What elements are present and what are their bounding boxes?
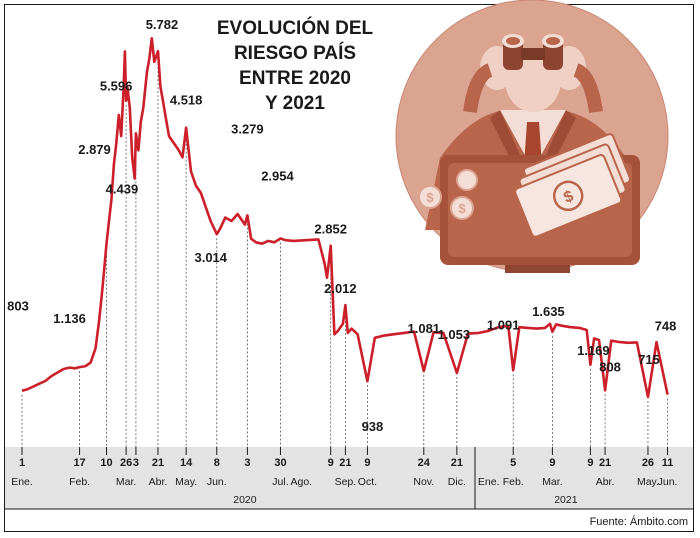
tick-day-label: 9 bbox=[328, 457, 334, 469]
value-label: 2.954 bbox=[261, 168, 294, 183]
value-label: 803 bbox=[7, 299, 29, 314]
tick-month-label: Feb. bbox=[69, 476, 90, 488]
tick-day-label: 21 bbox=[451, 457, 463, 469]
value-label: 1.091 bbox=[487, 317, 520, 332]
value-label: 938 bbox=[362, 419, 384, 434]
tick-month-label: Ago. bbox=[290, 476, 312, 488]
annotation-labels: 803 1.136 2.879 5.596 4.439 5.782 4.518 3.014 3.… bbox=[7, 17, 676, 434]
value-label: 5.782 bbox=[146, 17, 179, 32]
tick-day-label: 21 bbox=[599, 457, 611, 469]
value-label: 3.014 bbox=[194, 250, 227, 265]
tick-month-label: Dic. bbox=[448, 476, 466, 488]
series-line bbox=[21, 36, 669, 399]
tick-day-label: 17 bbox=[73, 457, 85, 469]
value-label: 748 bbox=[655, 319, 677, 334]
value-label: 2.852 bbox=[314, 222, 347, 237]
tick-month-label: Mar. bbox=[542, 476, 562, 488]
title-line-2: RIESGO PAÍS bbox=[234, 42, 356, 64]
tick-month-label: Sep. bbox=[335, 476, 357, 488]
value-label: 3.279 bbox=[231, 121, 264, 136]
tick-day-label: 9 bbox=[364, 457, 370, 469]
value-label: 2.879 bbox=[78, 142, 111, 157]
tick-day-label: 21 bbox=[152, 457, 164, 469]
value-label: 1.136 bbox=[53, 311, 86, 326]
value-label: 5.596 bbox=[100, 79, 133, 94]
tick-month-label: Jun. bbox=[207, 476, 227, 488]
tick-day-label: 9 bbox=[587, 457, 593, 469]
tick-day-label: 26 bbox=[120, 457, 132, 469]
tick-month-label: Ene. bbox=[478, 476, 500, 488]
tick-month-label: Nov. bbox=[413, 476, 434, 488]
tick-day-label: 26 bbox=[642, 457, 654, 469]
value-label: 808 bbox=[599, 359, 621, 374]
value-label: 1.081 bbox=[408, 321, 441, 336]
investor-illustration: $ $ $ bbox=[395, 0, 669, 273]
tick-month-label: Feb. bbox=[503, 476, 524, 488]
tick-day-label: 11 bbox=[662, 457, 674, 469]
value-label: 2.012 bbox=[324, 281, 357, 296]
tick-month-label: Ene. bbox=[11, 476, 33, 488]
year-label: 2020 bbox=[233, 494, 257, 506]
value-label: 715 bbox=[638, 352, 660, 367]
annotation-guides bbox=[21, 55, 668, 447]
tick-month-label: Jul. bbox=[272, 476, 288, 488]
value-label: 4.518 bbox=[170, 93, 203, 108]
tick-day-label: 21 bbox=[339, 457, 351, 469]
year-labels: 2020 2021 bbox=[233, 494, 577, 506]
tick-day-label: 3 bbox=[133, 457, 139, 469]
title-line-1: EVOLUCIÓN DEL bbox=[217, 17, 374, 39]
tick-month-label: Oct. bbox=[358, 476, 377, 488]
tick-month-label: Mar. bbox=[116, 476, 136, 488]
tick-day-label: 10 bbox=[100, 457, 112, 469]
value-label: 4.439 bbox=[106, 181, 139, 196]
value-label: 1.169 bbox=[577, 343, 610, 358]
tick-day-label: 1 bbox=[19, 457, 25, 469]
svg-text:$: $ bbox=[426, 190, 434, 205]
title-line-4: Y 2021 bbox=[265, 93, 325, 114]
tick-month-label: May. bbox=[637, 476, 659, 488]
source-note: Fuente: Ámbito.com bbox=[590, 515, 688, 528]
year-label: 2021 bbox=[554, 494, 578, 506]
value-label: 1.635 bbox=[532, 304, 565, 319]
tick-day-label: 30 bbox=[274, 457, 286, 469]
value-label: 1.053 bbox=[438, 327, 471, 342]
tick-day-label: 5 bbox=[510, 457, 516, 469]
tick-month-label: Abr. bbox=[149, 476, 168, 488]
tick-month-label: Jun. bbox=[658, 476, 678, 488]
tick-day-label: 14 bbox=[180, 457, 193, 469]
tick-month-label: May. bbox=[175, 476, 197, 488]
tick-month-label: Abr. bbox=[596, 476, 615, 488]
tick-day-label: 9 bbox=[549, 457, 555, 469]
riesgo-pais-line bbox=[21, 36, 669, 399]
title-line-3: ENTRE 2020 bbox=[239, 68, 351, 89]
x-axis-band bbox=[5, 447, 693, 509]
tick-day-label: 3 bbox=[244, 457, 250, 469]
chart-title: EVOLUCIÓN DEL RIESGO PAÍS ENTRE 2020 Y 2… bbox=[217, 17, 374, 114]
tick-day-label: 24 bbox=[418, 457, 431, 469]
svg-text:$: $ bbox=[458, 201, 466, 216]
x-axis-ticks: 1 Ene. 17 Feb. 10 26 Mar. 3 21 Abr. 14 May. 8 Jun. 3 30… bbox=[11, 447, 677, 488]
tick-day-label: 8 bbox=[214, 457, 220, 469]
